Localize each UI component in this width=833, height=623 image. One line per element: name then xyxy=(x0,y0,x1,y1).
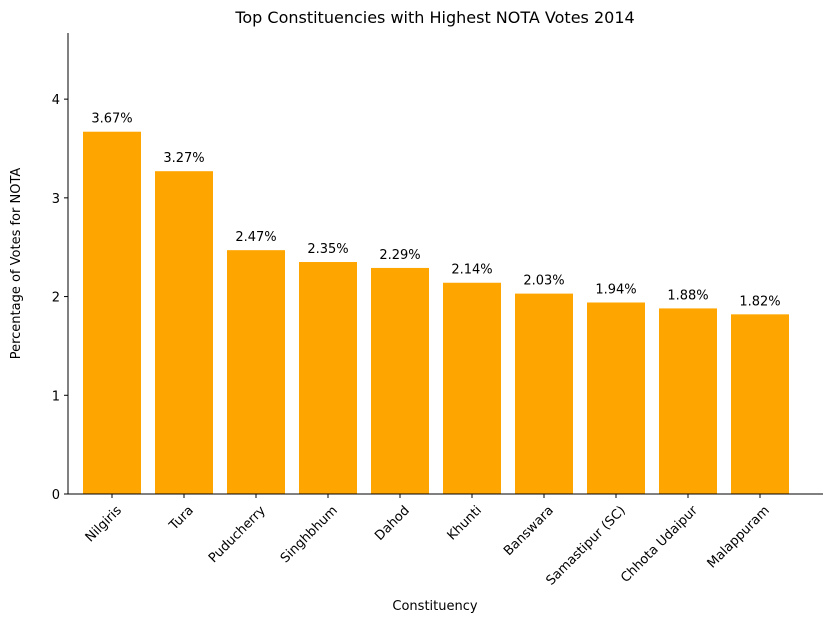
y-tick-label-4: 4 xyxy=(52,93,60,108)
y-tick-label-0: 0 xyxy=(52,488,60,503)
y-axis-label: Percentage of Votes for NOTA xyxy=(9,168,24,360)
data-label-2: 2.47% xyxy=(235,230,276,245)
bar-6 xyxy=(515,293,573,494)
bar-7 xyxy=(587,302,645,494)
data-label-5: 2.14% xyxy=(451,263,492,278)
bar-1 xyxy=(155,171,213,494)
bar-5 xyxy=(443,282,501,494)
data-label-9: 1.82% xyxy=(739,294,780,309)
x-tick-label-1: Tura xyxy=(166,503,197,534)
x-tick-label-3: Singhbhum xyxy=(278,503,341,566)
y-tick-label-1: 1 xyxy=(52,389,60,404)
bar-4 xyxy=(371,267,429,494)
x-tick-label-2: Puducherry xyxy=(206,503,269,566)
y-tick-label-2: 2 xyxy=(52,291,60,306)
y-tick-label-3: 3 xyxy=(52,192,60,207)
x-axis-label: Constituency xyxy=(392,599,477,614)
x-tick-label-9: Malappuram xyxy=(705,503,773,571)
data-label-1: 3.27% xyxy=(163,151,204,166)
bars-layer xyxy=(83,131,789,494)
data-label-6: 2.03% xyxy=(523,274,564,289)
data-label-8: 1.88% xyxy=(667,288,708,303)
x-tick-label-0: Nilgiris xyxy=(83,503,125,545)
data-labels-layer: 3.67% 3.27% 2.47% 2.35% 2.29% 2.14% 2.03% 1.94%… xyxy=(91,112,780,310)
chart-title: Top Constituencies with Highest NOTA Vot… xyxy=(234,8,634,27)
x-tick-label-6: Banswara xyxy=(501,503,557,559)
data-label-7: 1.94% xyxy=(595,282,636,297)
x-tick-label-5: Khunti xyxy=(445,503,485,543)
x-tick-label-4: Dahod xyxy=(372,503,413,544)
data-label-0: 3.67% xyxy=(91,112,132,127)
data-label-3: 2.35% xyxy=(307,242,348,257)
bar-8 xyxy=(659,308,717,494)
x-tick-label-8: Chhota Udaipur xyxy=(618,503,701,586)
bar-3 xyxy=(299,262,357,494)
bar-2 xyxy=(227,250,285,494)
bar-0 xyxy=(83,131,141,494)
x-tick-label-7: Samastipur (SC) xyxy=(543,503,628,588)
bar-9 xyxy=(731,314,789,494)
data-label-4: 2.29% xyxy=(379,248,420,263)
